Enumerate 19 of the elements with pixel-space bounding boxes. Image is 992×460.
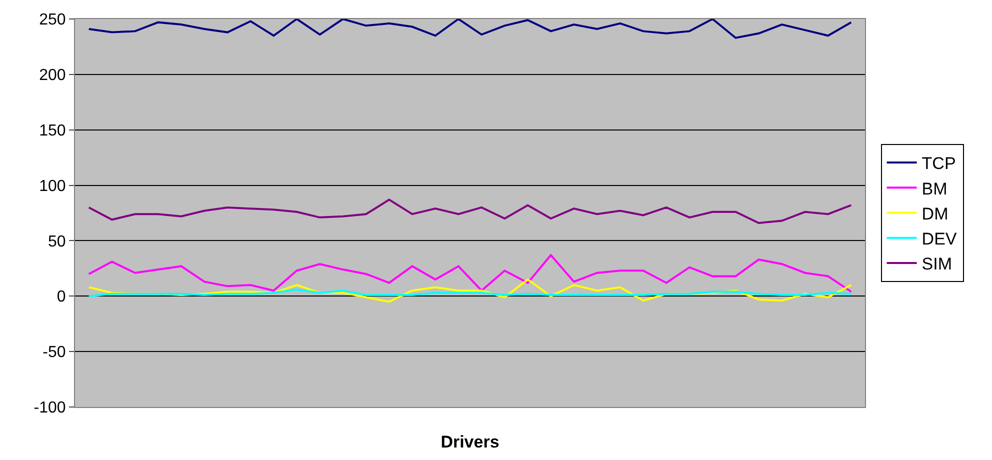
y-tick-label: 150 [39, 122, 66, 140]
line-series [88, 19, 852, 39]
x-axis-title: Drivers [440, 432, 500, 452]
legend-label: SIM [922, 254, 952, 274]
y-tick-label: 100 [39, 178, 66, 195]
line-series [88, 198, 852, 224]
y-tick-label: 250 [39, 12, 66, 29]
line-series [88, 288, 852, 298]
legend-label: BM [922, 179, 948, 198]
y-tick-label: 200 [39, 67, 66, 84]
y-tick-label: 50 [48, 233, 66, 250]
line-series [88, 254, 852, 293]
y-tick-label: 0 [56, 288, 66, 306]
line-series [88, 278, 852, 303]
y-tick-label: -50 [42, 344, 66, 362]
legend-label: TCP [922, 154, 956, 174]
legend-label: DEV [922, 229, 958, 248]
y-tick-label: -100 [34, 400, 66, 417]
legend-label: DM [922, 204, 948, 224]
